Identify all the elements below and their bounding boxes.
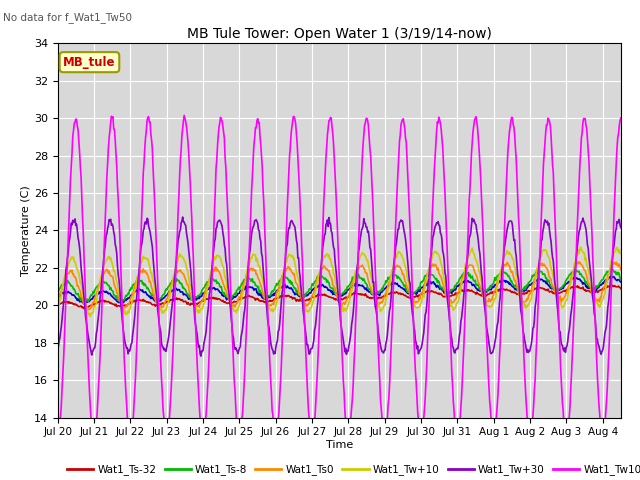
Wat1_Ts-16 bbox=[54, 294, 61, 300]
Title: MB Tule Tower: Open Water 1 (3/19/14-now): MB Tule Tower: Open Water 1 (3/19/14-now… bbox=[187, 27, 492, 41]
Wat1_Tw+30 bbox=[617, 225, 625, 230]
Wat1_Ts-32 bbox=[56, 301, 64, 307]
Wat1_Tw+30 bbox=[460, 300, 467, 306]
Wat1_Tw+30 bbox=[296, 269, 303, 275]
Wat1_Ts0 bbox=[56, 291, 64, 297]
Wat1_Ts-16 bbox=[133, 287, 141, 292]
Wat1_Tw+10 bbox=[86, 313, 94, 319]
Legend: Wat1_Ts-32, Wat1_Ts-16, Wat1_Ts-8, Wat1_Ts0, Wat1_Tw+10, Wat1_Tw+30, Wat1_Tw100: Wat1_Ts-32, Wat1_Ts-16, Wat1_Ts-8, Wat1_… bbox=[63, 460, 640, 480]
Wat1_Tw+30 bbox=[132, 297, 140, 303]
Wat1_Ts-8 bbox=[316, 276, 324, 281]
Wat1_Ts-8 bbox=[295, 292, 303, 298]
Wat1_Ts-16 bbox=[295, 293, 303, 299]
Wat1_Tw100 bbox=[295, 168, 303, 173]
Wat1_Tw100 bbox=[56, 419, 64, 424]
Wat1_Tw+30 bbox=[179, 214, 186, 220]
Line: Wat1_Ts0: Wat1_Ts0 bbox=[58, 262, 621, 310]
Wat1_Tw100 bbox=[490, 437, 497, 443]
X-axis label: Time: Time bbox=[326, 440, 353, 450]
Wat1_Ts0 bbox=[295, 289, 303, 295]
Wat1_Tw+30 bbox=[54, 345, 61, 351]
Wat1_Ts-32 bbox=[316, 291, 324, 297]
Wat1_Ts-32 bbox=[617, 286, 625, 291]
Wat1_Ts-16 bbox=[316, 282, 324, 288]
Wat1_Ts-8 bbox=[458, 272, 466, 277]
Wat1_Tw+30 bbox=[56, 335, 64, 341]
Wat1_Tw+30 bbox=[317, 268, 324, 274]
Wat1_Ts0 bbox=[316, 270, 324, 276]
Wat1_Tw+10 bbox=[56, 295, 64, 300]
Wat1_Ts-8 bbox=[54, 288, 61, 294]
Wat1_Ts0 bbox=[133, 276, 141, 282]
Text: MB_tule: MB_tule bbox=[63, 56, 116, 69]
Wat1_Tw+10 bbox=[133, 274, 141, 280]
Wat1_Tw+10 bbox=[617, 251, 625, 256]
Wat1_Ts-8 bbox=[133, 278, 141, 284]
Wat1_Ts-16 bbox=[80, 301, 88, 307]
Wat1_Tw+10 bbox=[295, 276, 303, 282]
Wat1_Ts-32 bbox=[295, 298, 303, 304]
Wat1_Tw+10 bbox=[458, 277, 466, 283]
Wat1_Tw+10 bbox=[316, 268, 324, 274]
Wat1_Ts-16 bbox=[606, 274, 614, 279]
Wat1_Ts-8 bbox=[608, 266, 616, 272]
Wat1_Ts-8 bbox=[81, 299, 89, 305]
Wat1_Tw100 bbox=[458, 377, 466, 383]
Text: No data for f_Wat1_Tw50: No data for f_Wat1_Tw50 bbox=[3, 12, 132, 23]
Wat1_Tw+10 bbox=[577, 244, 584, 250]
Wat1_Tw100 bbox=[180, 112, 188, 118]
Wat1_Ts0 bbox=[575, 259, 582, 264]
Wat1_Ts-32 bbox=[458, 288, 466, 293]
Wat1_Ts0 bbox=[472, 272, 480, 277]
Wat1_Ts-32 bbox=[133, 298, 141, 303]
Wat1_Tw+10 bbox=[472, 257, 480, 263]
Wat1_Tw+30 bbox=[473, 228, 481, 234]
Wat1_Ts-32 bbox=[472, 291, 480, 297]
Y-axis label: Temperature (C): Temperature (C) bbox=[21, 185, 31, 276]
Wat1_Ts-32 bbox=[54, 303, 61, 309]
Line: Wat1_Ts-32: Wat1_Ts-32 bbox=[58, 285, 621, 309]
Wat1_Ts-32 bbox=[609, 282, 616, 288]
Wat1_Tw100 bbox=[132, 352, 140, 358]
Wat1_Ts0 bbox=[86, 307, 93, 312]
Wat1_Ts0 bbox=[54, 300, 61, 306]
Wat1_Tw100 bbox=[472, 114, 480, 120]
Line: Wat1_Tw+10: Wat1_Tw+10 bbox=[58, 247, 621, 316]
Wat1_Ts-16 bbox=[56, 294, 64, 300]
Wat1_Tw100 bbox=[617, 115, 625, 121]
Wat1_Ts-8 bbox=[472, 282, 480, 288]
Line: Wat1_Ts-8: Wat1_Ts-8 bbox=[58, 269, 621, 302]
Wat1_Ts0 bbox=[617, 267, 625, 273]
Wat1_Ts-32 bbox=[79, 306, 87, 312]
Wat1_Ts-16 bbox=[617, 279, 625, 285]
Wat1_Tw+10 bbox=[54, 308, 61, 314]
Wat1_Tw+30 bbox=[197, 353, 205, 359]
Line: Wat1_Tw100: Wat1_Tw100 bbox=[58, 115, 621, 440]
Line: Wat1_Ts-16: Wat1_Ts-16 bbox=[58, 276, 621, 304]
Wat1_Ts-8 bbox=[56, 286, 64, 291]
Wat1_Ts-16 bbox=[472, 285, 480, 291]
Wat1_Tw100 bbox=[316, 309, 324, 314]
Wat1_Ts0 bbox=[458, 276, 466, 282]
Wat1_Tw100 bbox=[54, 432, 61, 438]
Line: Wat1_Tw+30: Wat1_Tw+30 bbox=[58, 217, 621, 356]
Wat1_Ts-16 bbox=[458, 280, 466, 286]
Wat1_Ts-8 bbox=[617, 276, 625, 282]
